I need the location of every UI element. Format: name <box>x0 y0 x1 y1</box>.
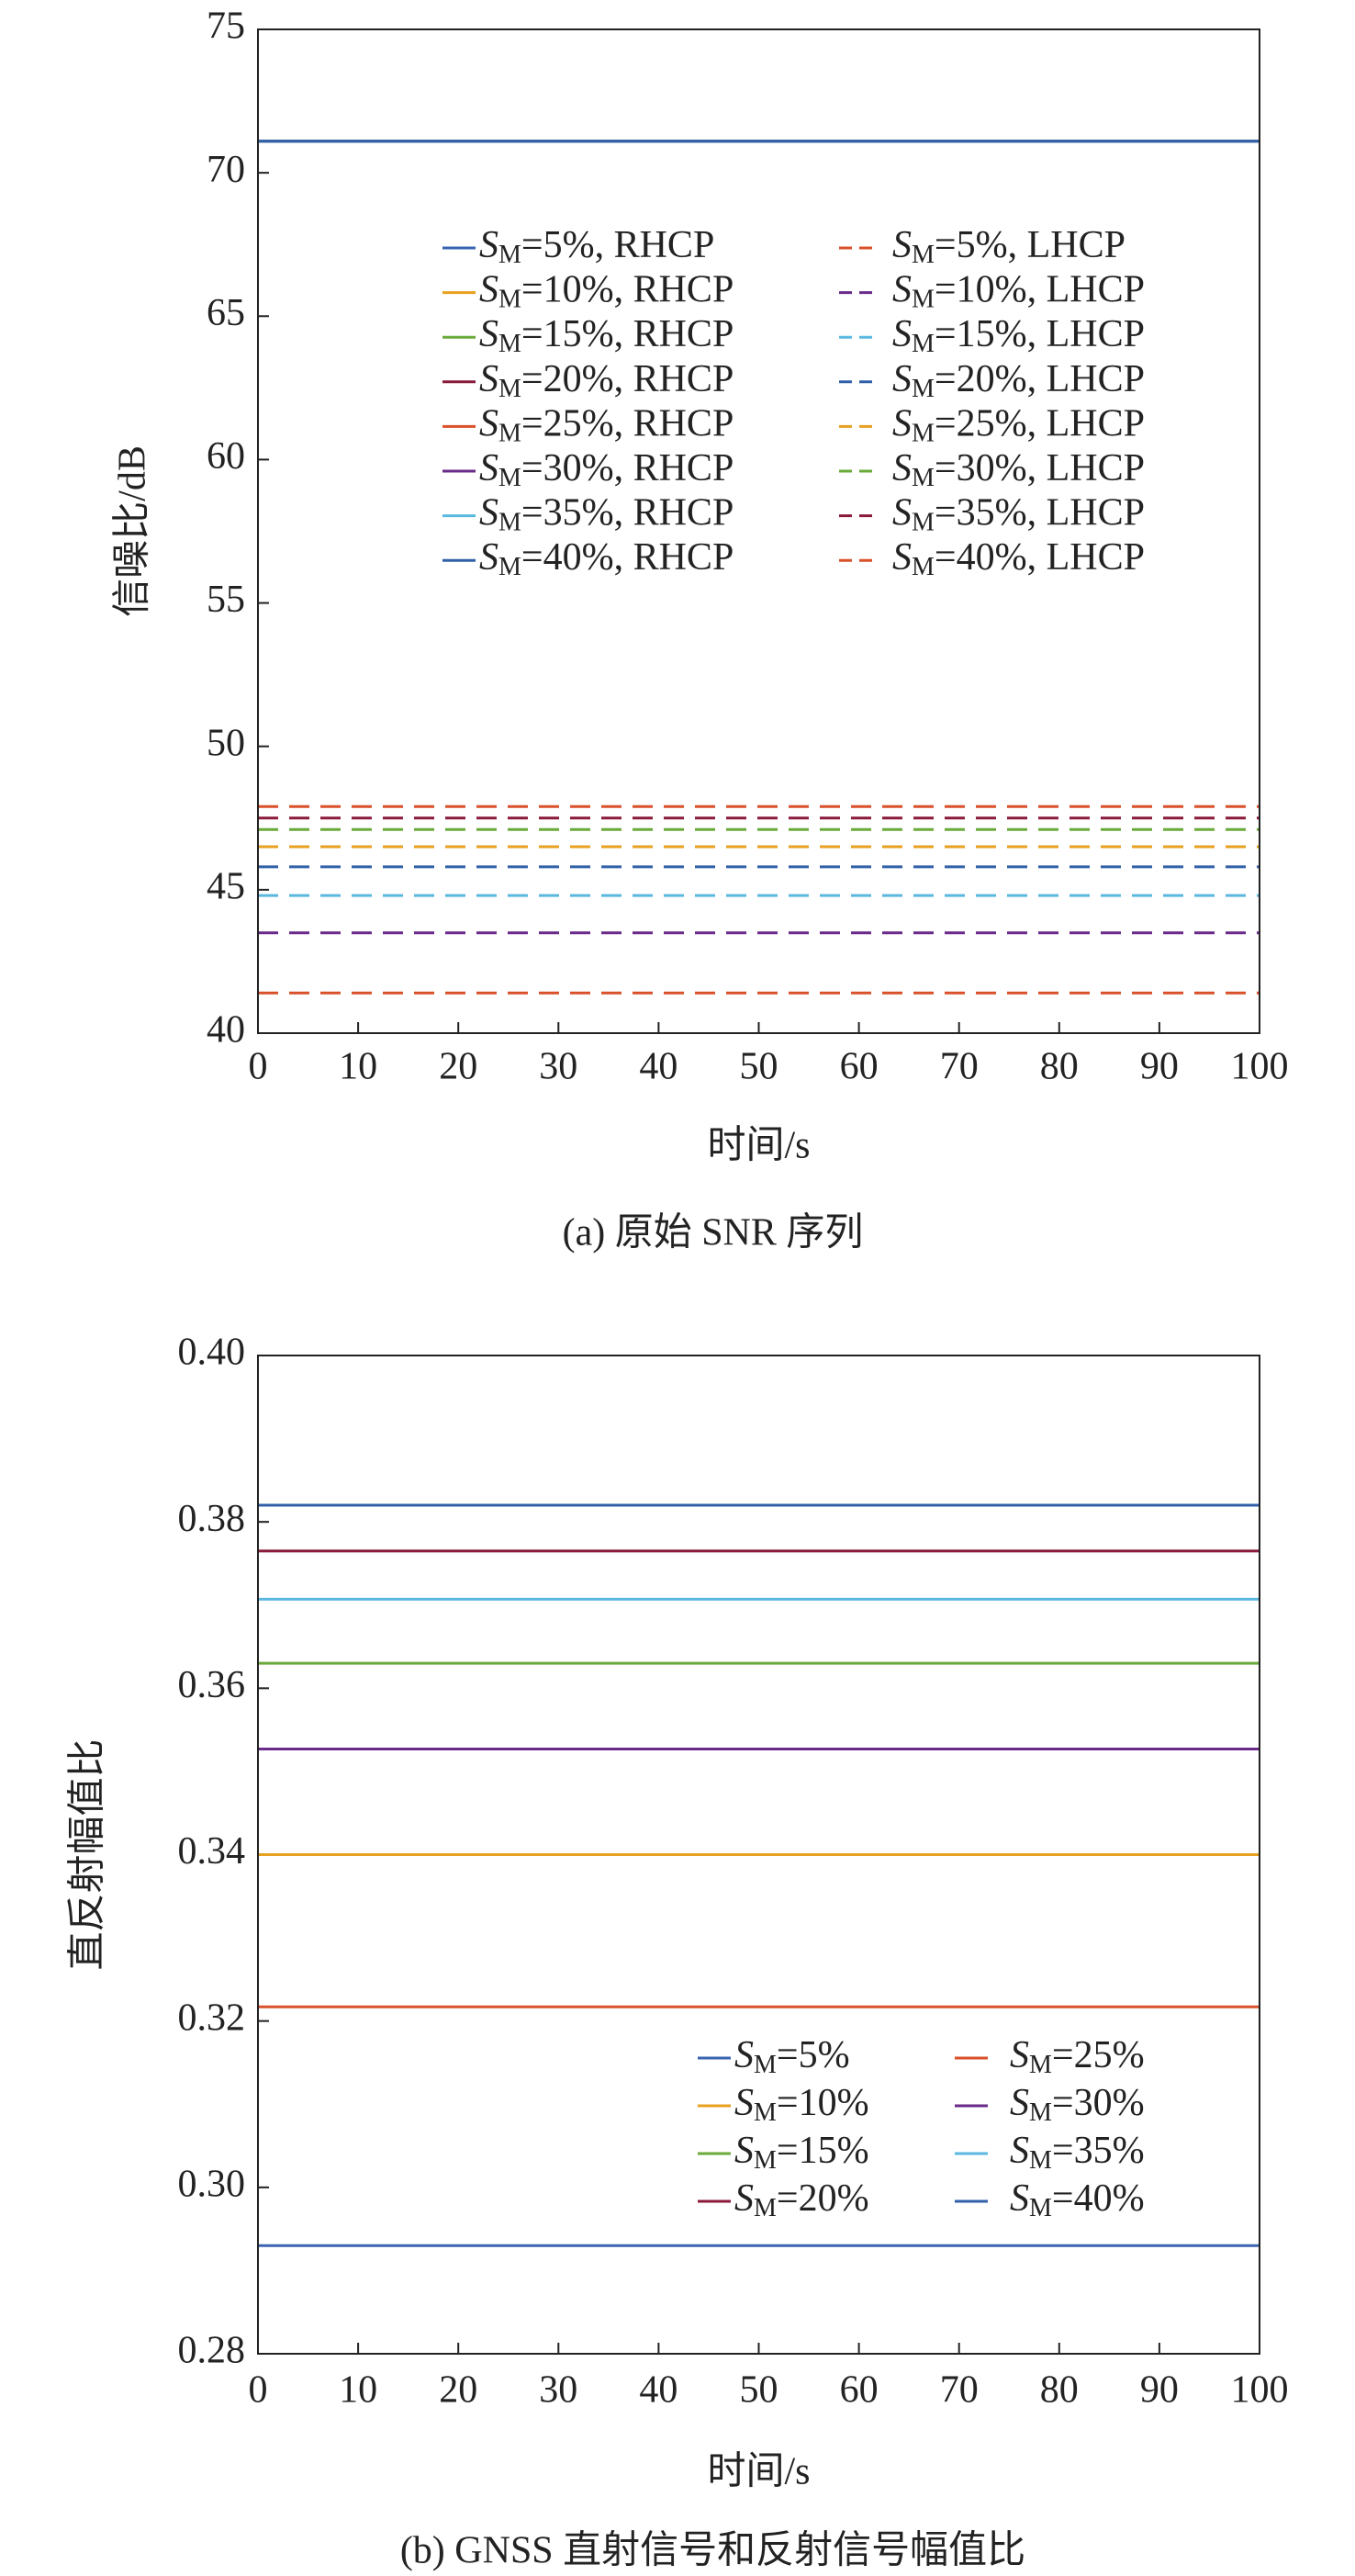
y-tick-label: 0.38 <box>178 1498 246 1540</box>
y-tick-label: 40 <box>207 1009 245 1052</box>
x-tick-label: 50 <box>740 2369 778 2412</box>
x-tick-label: 70 <box>940 1046 979 1088</box>
caption: (b) GNSS 直射信号和反射信号幅值比 <box>400 2530 1025 2572</box>
y-tick-label: 65 <box>207 292 245 334</box>
x-tick-label: 60 <box>840 2369 879 2412</box>
x-tick-label: 10 <box>339 1046 377 1088</box>
legend-label: SM=25% <box>1010 2034 1145 2080</box>
x-tick-label: 60 <box>840 1046 879 1088</box>
x-tick-label: 100 <box>1231 2369 1289 2412</box>
x-axis-label: 时间/s <box>707 2451 810 2493</box>
x-tick-label: 0 <box>249 1046 268 1088</box>
legend-label: SM=35%, RHCP <box>479 491 733 537</box>
legend-label: SM=30%, LHCP <box>892 447 1145 493</box>
legend-label: SM=35% <box>1010 2130 1145 2176</box>
x-tick-label: 90 <box>1140 2369 1179 2412</box>
x-tick-label: 40 <box>639 2369 678 2412</box>
x-tick-label: 80 <box>1040 2369 1079 2412</box>
legend-label: SM=15%, LHCP <box>892 313 1145 359</box>
plot-frame <box>257 28 1260 1034</box>
y-tick-label: 70 <box>207 149 245 191</box>
x-tick-label: 30 <box>539 1046 577 1088</box>
legend-label: SM=10%, LHCP <box>892 268 1145 314</box>
y-tick-label: 55 <box>207 579 245 621</box>
legend-label: SM=10%, RHCP <box>479 268 733 314</box>
x-tick-label: 50 <box>740 1046 778 1088</box>
legend-label: SM=40% <box>1010 2177 1145 2223</box>
legend-label: SM=40%, RHCP <box>479 536 733 582</box>
legend-label: SM=5%, LHCP <box>892 224 1125 270</box>
y-tick-label: 0.32 <box>178 1997 246 2039</box>
x-tick-label: 80 <box>1040 1046 1079 1088</box>
legend-label: SM=30% <box>1010 2082 1145 2128</box>
x-tick-label: 20 <box>439 1046 477 1088</box>
legend-label: SM=35%, LHCP <box>892 491 1145 537</box>
y-tick-label: 60 <box>207 435 245 478</box>
legend-label: SM=15%, RHCP <box>479 313 733 359</box>
legend-label: SM=25%, RHCP <box>479 402 733 448</box>
x-tick-label: 0 <box>249 2369 268 2412</box>
x-tick-label: 90 <box>1140 1046 1179 1088</box>
y-tick-label: 50 <box>207 722 245 764</box>
legend-label: SM=15% <box>734 2130 869 2176</box>
x-tick-label: 100 <box>1231 1046 1289 1088</box>
x-tick-label: 40 <box>639 1046 678 1088</box>
legend-label: SM=20%, RHCP <box>479 357 733 403</box>
legend-label: SM=20% <box>734 2177 869 2223</box>
legend-label: SM=40%, LHCP <box>892 536 1145 582</box>
y-tick-label: 0.40 <box>178 1332 246 1374</box>
y-axis-label: 直反射幅值比 <box>67 1738 109 1970</box>
caption: (a) 原始 SNR 序列 <box>563 1212 864 1254</box>
x-tick-label: 20 <box>439 2369 477 2412</box>
legend-label: SM=25%, LHCP <box>892 402 1145 448</box>
y-tick-label: 0.30 <box>178 2163 246 2205</box>
y-tick-label: 0.36 <box>178 1664 246 1706</box>
y-tick-label: 75 <box>207 6 245 48</box>
y-axis-label: 信噪比/dB <box>112 445 154 617</box>
x-axis-label: 时间/s <box>707 1125 810 1167</box>
legend-label: SM=10% <box>734 2082 869 2128</box>
x-tick-label: 30 <box>539 2369 577 2412</box>
x-tick-label: 70 <box>940 2369 979 2412</box>
plot-frame <box>257 1355 1260 2355</box>
legend-label: SM=30%, RHCP <box>479 447 733 493</box>
y-tick-label: 45 <box>207 865 245 907</box>
legend-label: SM=5% <box>734 2034 850 2080</box>
x-tick-label: 10 <box>339 2369 377 2412</box>
legend-label: SM=20%, LHCP <box>892 357 1145 403</box>
y-tick-label: 0.28 <box>178 2330 246 2372</box>
legend-label: SM=5%, RHCP <box>479 224 714 270</box>
y-tick-label: 0.34 <box>178 1830 246 1873</box>
